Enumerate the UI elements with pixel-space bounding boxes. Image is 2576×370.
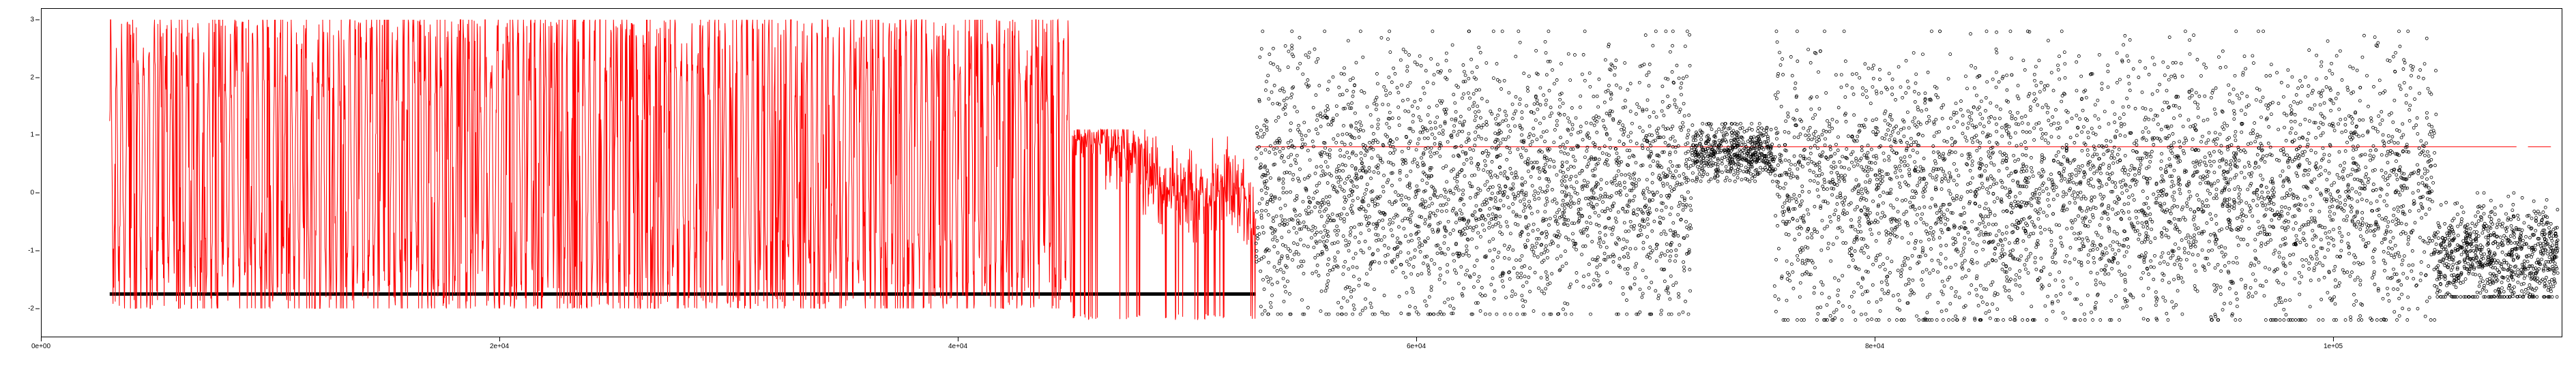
x-tick-label: 6e+04 xyxy=(1407,343,1426,350)
x-tick: 1e+05 xyxy=(2324,337,2343,350)
chart-container: -2 -1 0 1 2 3 0e+00 2e+04 4e+04 6e+04 8e+04 1e+05 xyxy=(0,0,2576,370)
y-tick-label: 1 xyxy=(0,132,35,139)
y-tick-label: -2 xyxy=(0,305,35,312)
x-tick: 2e+04 xyxy=(490,337,509,350)
y-tick-mark xyxy=(35,19,40,20)
y-tick: 2 xyxy=(0,74,41,81)
x-tick-label: 0e+00 xyxy=(31,343,50,350)
x-tick: 4e+04 xyxy=(948,337,967,350)
x-tick-mark xyxy=(41,337,42,341)
y-tick: 0 xyxy=(0,189,41,197)
y-tick-label: 3 xyxy=(0,16,35,23)
y-tick-label: 0 xyxy=(0,189,35,197)
x-tick-label: 4e+04 xyxy=(948,343,967,350)
x-axis: 0e+002e+044e+046e+048e+041e+05 xyxy=(41,337,2562,370)
x-tick: 0e+00 xyxy=(31,337,50,350)
x-tick-label: 8e+04 xyxy=(1865,343,1884,350)
y-tick-mark xyxy=(35,193,40,194)
y-tick-mark xyxy=(35,308,40,309)
plot-svg xyxy=(0,0,2576,370)
y-tick-mark xyxy=(35,77,40,78)
red-noisy-line xyxy=(110,20,1256,320)
y-tick-label: -1 xyxy=(0,247,35,254)
x-tick-label: 2e+04 xyxy=(490,343,509,350)
x-tick: 8e+04 xyxy=(1865,337,1884,350)
y-tick: 1 xyxy=(0,132,41,139)
x-tick-mark xyxy=(2333,337,2334,341)
x-tick-mark xyxy=(499,337,500,341)
y-tick-label: 2 xyxy=(0,74,35,81)
y-tick: -2 xyxy=(0,305,41,312)
x-tick-mark xyxy=(1416,337,1417,341)
y-axis: -2 -1 0 1 2 3 xyxy=(0,8,41,337)
y-tick-mark xyxy=(35,250,40,251)
y-tick: 3 xyxy=(0,16,41,23)
x-tick-label: 1e+05 xyxy=(2324,343,2343,350)
y-tick: -1 xyxy=(0,247,41,254)
black-scatter-group xyxy=(1255,30,2559,322)
y-tick-mark xyxy=(35,135,40,136)
x-tick: 6e+04 xyxy=(1407,337,1426,350)
